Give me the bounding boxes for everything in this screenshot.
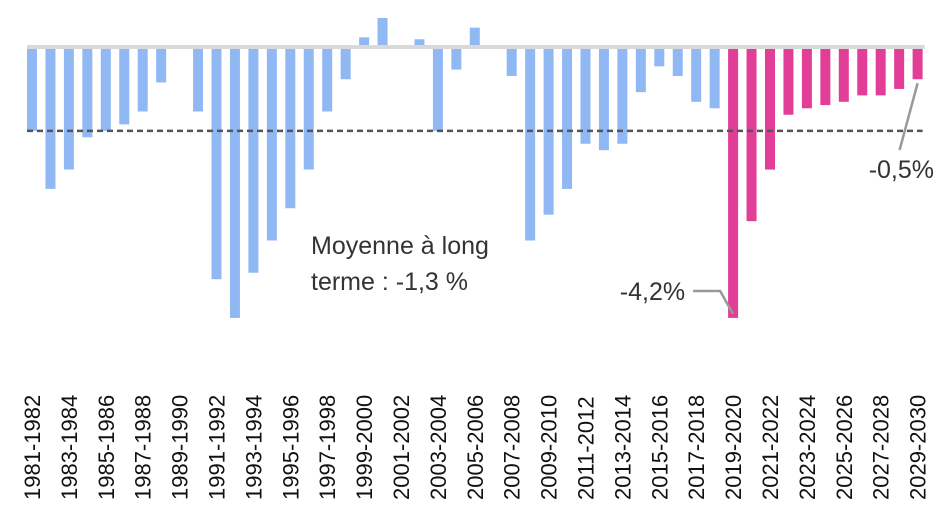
bar-1983-1984 <box>63 47 74 170</box>
bar-2004-2005 <box>451 47 462 70</box>
bar-1998-1999 <box>340 47 351 80</box>
bar-2021-2022 <box>765 47 775 170</box>
tick-label-1997-1998: 1997-1998 <box>315 395 340 500</box>
bar-2018-2019 <box>709 47 720 109</box>
bar-2012-2013 <box>598 47 609 151</box>
bar-1999-2000 <box>359 37 370 47</box>
tick-label-1993-1994: 1993-1994 <box>241 395 266 500</box>
tick-label-2029-2030: 2029-2030 <box>906 395 931 500</box>
tick-label-1999-2000: 1999-2000 <box>352 395 377 500</box>
bar-2005-2006 <box>469 27 480 47</box>
tick-label-2017-2018: 2017-2018 <box>684 395 709 500</box>
bar-1996-1997 <box>303 47 314 170</box>
tick-label-1995-1996: 1995-1996 <box>278 395 303 500</box>
bar-1995-1996 <box>285 47 296 209</box>
tick-label-2009-2010: 2009-2010 <box>537 395 562 500</box>
bar-2025-2026 <box>838 47 849 102</box>
bar-2016-2017 <box>672 47 683 77</box>
bar-2022-2023 <box>783 47 794 115</box>
bar-2015-2016 <box>654 47 665 67</box>
bar-1988-1989 <box>156 47 167 83</box>
bar-2026-2027 <box>857 47 868 96</box>
bar-1984-1985 <box>82 47 93 138</box>
bar-1981-1982 <box>27 47 37 131</box>
tick-label-2003-2004: 2003-2004 <box>426 395 451 500</box>
bar-1986-1987 <box>119 47 130 125</box>
tick-label-2027-2028: 2027-2028 <box>869 395 894 500</box>
bar-2024-2025 <box>820 47 831 106</box>
tick-label-2005-2006: 2005-2006 <box>463 395 488 500</box>
mean-label-line-1: Moyenne à long <box>311 232 489 260</box>
bar-1991-1992 <box>211 47 222 280</box>
tick-label-2019-2020: 2019-2020 <box>721 395 746 500</box>
tick-label-1981-1982: 1981-1982 <box>20 395 45 500</box>
bar-1987-1988 <box>137 47 148 112</box>
tick-label-2015-2016: 2015-2016 <box>647 395 672 500</box>
bar-2029-2030 <box>912 47 923 80</box>
tick-label-1989-1990: 1989-1990 <box>168 395 193 500</box>
bar-1982-1983 <box>45 47 56 189</box>
tick-label-2007-2008: 2007-2008 <box>500 395 525 500</box>
bar-2003-2004 <box>432 47 443 131</box>
tick-label-2013-2014: 2013-2014 <box>610 395 635 500</box>
tick-label-1983-1984: 1983-1984 <box>57 395 82 500</box>
bar-1992-1993 <box>229 47 240 318</box>
tick-label-2023-2024: 2023-2024 <box>795 395 820 500</box>
callout-leader-last <box>898 82 919 151</box>
tick-label-2001-2002: 2001-2002 <box>389 395 414 500</box>
bar-2020-2021 <box>746 47 757 222</box>
callout-last-label: -0,5% <box>869 156 934 184</box>
bar-2023-2024 <box>801 47 812 109</box>
bar-1993-1994 <box>248 47 259 273</box>
bar-2017-2018 <box>691 47 702 102</box>
x-axis-tick-labels: 1981-1982 1983-1984 1985-1986 1987-1988 1989… <box>20 395 931 500</box>
tick-label-2025-2026: 2025-2026 <box>832 395 857 500</box>
bar-2013-2014 <box>617 47 628 144</box>
bar-2028-2029 <box>894 47 905 89</box>
bar-1985-1986 <box>100 47 111 131</box>
bar-1997-1998 <box>322 47 333 112</box>
tick-label-2011-2012: 2011-2012 <box>574 396 599 500</box>
callout-min-label: -4,2% <box>620 278 685 306</box>
callout-leader-min <box>693 289 735 315</box>
tick-label-2021-2022: 2021-2022 <box>758 395 783 500</box>
bar-2008-2009 <box>525 47 536 241</box>
bar-1990-1991 <box>193 47 204 112</box>
bar-2027-2028 <box>875 47 886 96</box>
bar-2002-2003 <box>414 39 425 47</box>
bar-1994-1995 <box>266 47 277 241</box>
tick-label-1987-1988: 1987-1988 <box>131 395 156 500</box>
tick-label-1985-1986: 1985-1986 <box>94 395 119 500</box>
mean-label-line-2: terme : -1,3 % <box>311 268 468 296</box>
bar-2011-2012 <box>580 47 591 144</box>
bar-2014-2015 <box>635 47 646 93</box>
bar-2010-2011 <box>562 47 573 189</box>
bars-group <box>27 17 923 318</box>
tick-label-1991-1992: 1991-1992 <box>205 395 230 500</box>
bar-2019-2020 <box>728 47 739 318</box>
bar-2000-2001 <box>377 17 388 47</box>
bar-2007-2008 <box>506 47 517 77</box>
